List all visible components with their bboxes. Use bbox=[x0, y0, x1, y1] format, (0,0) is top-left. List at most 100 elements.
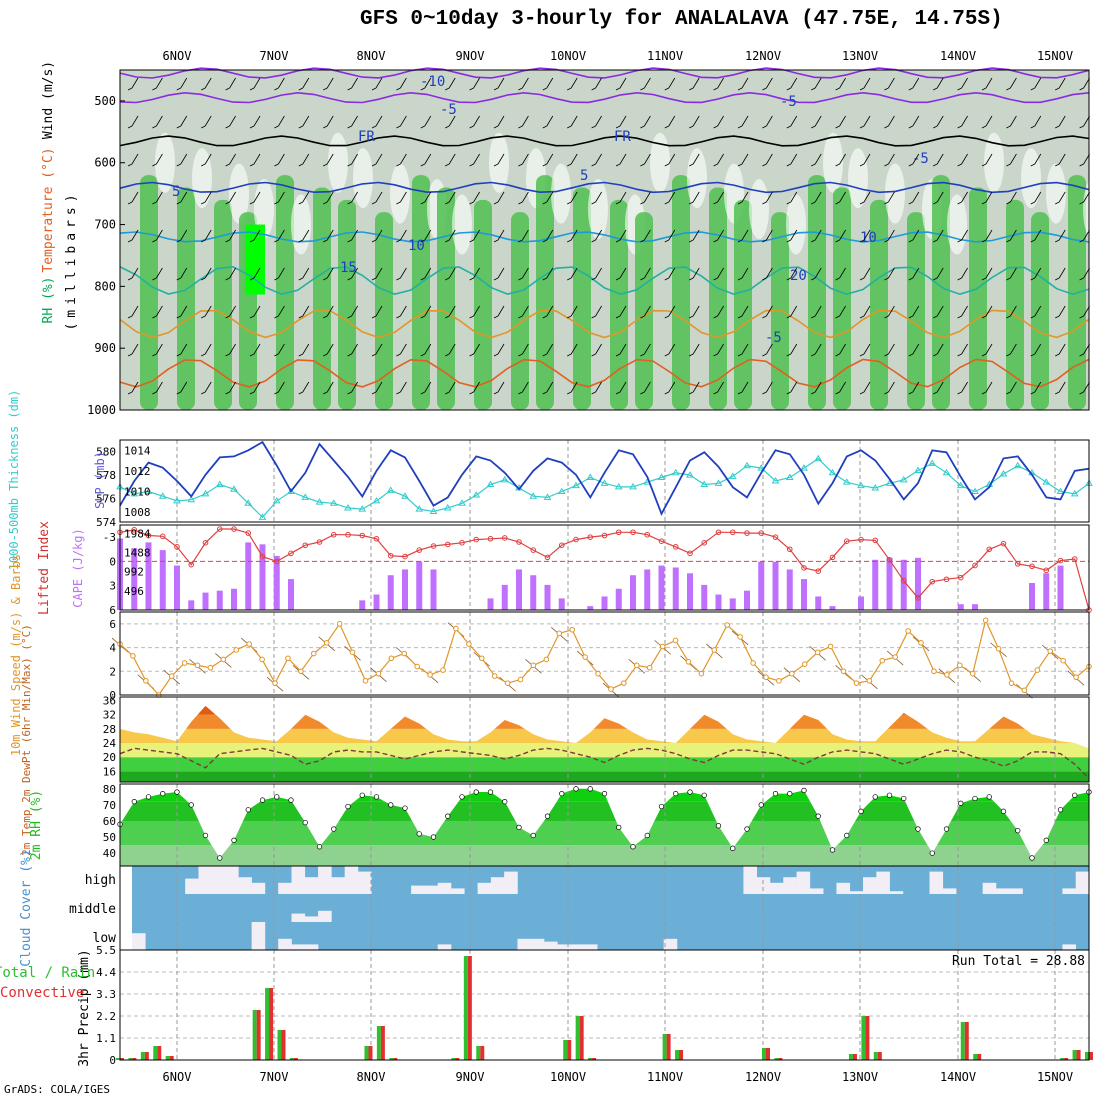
lifted-marker bbox=[131, 527, 138, 533]
cloud-level-label: middle bbox=[69, 902, 116, 917]
wind-speed-marker bbox=[595, 670, 601, 677]
wind-barb bbox=[298, 115, 310, 129]
temperature-contour bbox=[119, 181, 1090, 194]
wind-speed-marker bbox=[143, 677, 149, 684]
thickness-tick-label: 576 bbox=[96, 493, 116, 506]
wind-barb bbox=[542, 267, 554, 281]
temperature-contour bbox=[119, 265, 1090, 296]
top-date-label: 15NOV bbox=[1037, 49, 1073, 63]
thickness-line bbox=[119, 457, 1090, 519]
rh-marker bbox=[715, 823, 722, 829]
wind-barb bbox=[664, 267, 676, 281]
wind-speed-marker bbox=[453, 625, 459, 632]
wind-barb bbox=[859, 305, 871, 319]
lifted-marker bbox=[159, 533, 166, 540]
wind-barb bbox=[445, 305, 456, 319]
cloud-fraction-bar bbox=[929, 871, 944, 894]
top-date-label: 6NOV bbox=[163, 49, 192, 63]
rh-marker bbox=[259, 797, 266, 803]
cloud-fraction-bar bbox=[424, 885, 439, 894]
wind-barb bbox=[640, 305, 651, 319]
bottom-date-label: 13NOV bbox=[842, 1070, 878, 1084]
lifted-marker bbox=[359, 532, 366, 539]
lifted-marker bbox=[259, 553, 266, 560]
wind-speed-marker bbox=[556, 630, 563, 637]
thickness-marker bbox=[429, 507, 438, 514]
wind-barb bbox=[518, 77, 529, 91]
lifted-marker bbox=[174, 544, 180, 550]
wind-barb bbox=[664, 343, 676, 357]
precip-legend-convective: Convective bbox=[0, 985, 84, 1001]
lifted-marker bbox=[416, 547, 423, 553]
precip-total-bar bbox=[277, 1030, 282, 1060]
precip-total-bar bbox=[848, 1054, 853, 1060]
lifted-marker bbox=[601, 532, 608, 539]
wind-barb bbox=[127, 77, 139, 91]
rh-dry-pocket bbox=[291, 194, 311, 255]
slp-axis-label: SLP (mb) bbox=[93, 451, 107, 509]
cloud-fraction-bar bbox=[942, 888, 957, 894]
wind-barb bbox=[713, 381, 724, 395]
precip-total-bar bbox=[451, 1058, 456, 1060]
wind-barb bbox=[957, 305, 968, 319]
lifted-marker bbox=[473, 536, 480, 543]
lifted-marker bbox=[587, 534, 594, 540]
rh-marker bbox=[730, 845, 736, 851]
cape-bar bbox=[288, 579, 294, 610]
temperature-axis-label: Temperature (°C) bbox=[41, 147, 56, 272]
lifted-marker bbox=[929, 578, 936, 585]
precip-convective-bar bbox=[1089, 1052, 1093, 1060]
precip-tick-label: 4.4 bbox=[96, 966, 116, 979]
wind-barb bbox=[176, 153, 188, 167]
precip-convective-bar bbox=[480, 1046, 485, 1060]
slp-tick-label: 1010 bbox=[124, 485, 151, 498]
thickness-marker bbox=[472, 491, 481, 498]
wind-barb bbox=[201, 153, 212, 167]
wind-barb bbox=[811, 77, 822, 91]
lifted-marker bbox=[501, 535, 508, 541]
wind-speed-marker bbox=[181, 660, 188, 666]
wind-speed-marker bbox=[1047, 648, 1054, 654]
wind-barb bbox=[933, 191, 944, 205]
wind-speed-marker bbox=[349, 649, 356, 656]
top-date-label: 12NOV bbox=[745, 49, 781, 63]
thickness-marker bbox=[785, 473, 794, 480]
wind-barb bbox=[396, 153, 407, 167]
lifted-marker bbox=[188, 561, 195, 568]
cape-bar bbox=[615, 588, 622, 610]
wind-barb bbox=[445, 267, 456, 281]
lifted-marker bbox=[316, 539, 323, 545]
wind-speed-marker bbox=[259, 656, 265, 663]
wind-barb bbox=[225, 191, 236, 205]
cloud-fraction-bar bbox=[318, 910, 332, 922]
cape-tick-label: 1488 bbox=[124, 547, 151, 560]
wind-barb bbox=[664, 305, 676, 319]
lifted-tick-label: 3 bbox=[109, 580, 116, 593]
wind-barb bbox=[249, 77, 261, 91]
lifted-marker bbox=[957, 574, 964, 581]
wind-barb bbox=[786, 343, 798, 357]
cloud-fraction-bar bbox=[849, 891, 864, 894]
wind-barb bbox=[737, 77, 749, 91]
wind-barb bbox=[1006, 229, 1017, 243]
wind-barb bbox=[225, 305, 236, 319]
cloud-fraction-bar bbox=[995, 888, 1010, 894]
wind-barb bbox=[201, 267, 212, 281]
rh-marker bbox=[787, 790, 793, 797]
temperature-contour bbox=[119, 135, 1090, 147]
wind-barb bbox=[591, 115, 602, 129]
wind-barb bbox=[591, 305, 602, 319]
precip-convective-bar bbox=[766, 1048, 770, 1060]
wind-barb bbox=[420, 77, 432, 91]
wind-speed-marker bbox=[853, 680, 860, 686]
wind-barb bbox=[615, 115, 627, 129]
rh-moist-column bbox=[610, 199, 628, 410]
wind-barb bbox=[298, 305, 310, 319]
wind-barb bbox=[567, 343, 578, 357]
precip-tick-label: 1.1 bbox=[96, 1032, 116, 1045]
wind-barb bbox=[542, 305, 554, 319]
wind-barb bbox=[664, 77, 676, 91]
precip-total-bar bbox=[364, 1046, 369, 1060]
wind-barb bbox=[1030, 381, 1042, 395]
rh-tick-label: 70 bbox=[103, 799, 116, 812]
